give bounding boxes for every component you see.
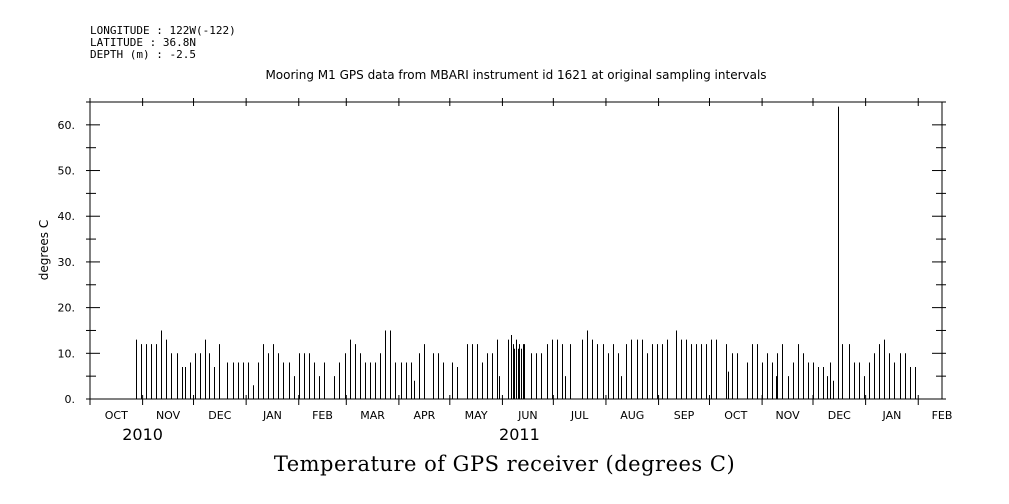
x-tick-label: FEB bbox=[312, 409, 333, 422]
x-tick-label: JUL bbox=[570, 409, 589, 422]
x-tick-label: AUG bbox=[620, 409, 644, 422]
x-tick-label: JAN bbox=[882, 409, 902, 422]
x-tick-label: DEC bbox=[828, 409, 851, 422]
axis-labels: 0. 10. 20. 30. 40. 50. 60. OCT NOV DEC JAN FEB MAR AP… bbox=[58, 119, 953, 444]
x-tick-label: NOV bbox=[156, 409, 181, 422]
chart-caption: Temperature of GPS receiver (degrees C) bbox=[273, 452, 736, 476]
chart-title: Mooring M1 GPS data from MBARI instrumen… bbox=[265, 68, 767, 82]
year-label: 2010 bbox=[122, 425, 163, 444]
y-tick-label: 20. bbox=[58, 302, 76, 315]
x-tick-label: MAR bbox=[360, 409, 385, 422]
x-tick-label: JAN bbox=[262, 409, 282, 422]
x-tick-label: APR bbox=[413, 409, 435, 422]
x-tick-label: JUN bbox=[517, 409, 538, 422]
x-tick-label: SEP bbox=[674, 409, 695, 422]
x-tick-label: FEB bbox=[932, 409, 953, 422]
y-tick-label: 50. bbox=[58, 165, 76, 178]
y-axis-label: degrees C bbox=[37, 220, 51, 281]
y-tick-label: 10. bbox=[58, 347, 76, 360]
year-label: 2011 bbox=[499, 425, 540, 444]
depth-label: DEPTH (m) : -2.5 bbox=[90, 48, 196, 61]
longitude-label: LONGITUDE : 122W(-122) bbox=[90, 24, 236, 37]
y-tick-label: 60. bbox=[58, 119, 76, 132]
y-tick-label: 30. bbox=[58, 256, 76, 269]
y-tick-label: 0. bbox=[65, 393, 76, 406]
data-bars bbox=[136, 106, 916, 399]
x-tick-label: NOV bbox=[775, 409, 800, 422]
y-tick-label: 40. bbox=[58, 210, 76, 223]
x-tick-label: OCT bbox=[724, 409, 747, 422]
axis-ticks bbox=[86, 98, 946, 405]
x-tick-label: OCT bbox=[105, 409, 128, 422]
latitude-label: LATITUDE : 36.8N bbox=[90, 36, 196, 49]
x-tick-label: DEC bbox=[208, 409, 231, 422]
x-tick-label: MAY bbox=[465, 409, 488, 422]
